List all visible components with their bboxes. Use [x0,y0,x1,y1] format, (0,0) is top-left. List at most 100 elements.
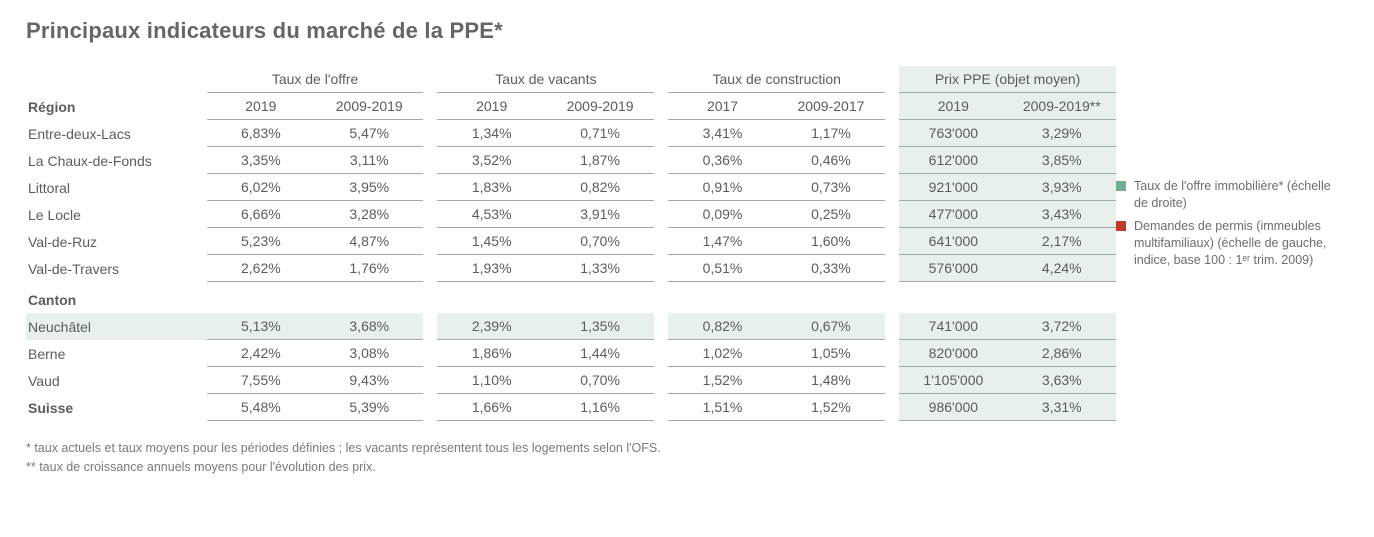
cell-value: 1'105'000 [899,367,1007,394]
header-sub-row: Région 2019 2009-2019 2019 2009-2019 201… [26,93,1116,120]
cell-value: 3,63% [1008,367,1116,394]
cell-value: 7,55% [207,367,315,394]
subhead: 2017 [668,93,776,120]
cell-value: 1,66% [437,394,545,421]
page-root: Principaux indicateurs du marché de la P… [0,0,1374,487]
cell-value: 5,48% [207,394,315,421]
subhead: 2009-2019 [315,93,423,120]
cell-value: 0,25% [777,201,885,228]
cell-value: 1,17% [777,120,885,147]
footnotes: * taux actuels et taux moyens pour les p… [26,439,1116,477]
group-header-construction: Taux de construction [668,66,885,93]
cell-value: 0,70% [546,367,654,394]
group-header-vacants: Taux de vacants [437,66,654,93]
header-group-row: Taux de l'offre Taux de vacants Taux de … [26,66,1116,93]
cell-value: 4,53% [437,201,545,228]
cell-value: 3,31% [1008,394,1116,421]
cell-value: 1,47% [668,228,776,255]
subhead: 2009-2019 [546,93,654,120]
cell-value: 0,70% [546,228,654,255]
cell-value: 1,60% [777,228,885,255]
cell-value: 641'000 [899,228,1007,255]
cell-value: 612'000 [899,147,1007,174]
cell-value: 4,24% [1008,255,1116,282]
legend-swatch-green [1116,181,1126,191]
subhead: 2019 [207,93,315,120]
legend-item: Taux de l'offre immobilière* (échelle de… [1116,178,1348,212]
cell-value: 0,82% [546,174,654,201]
cell-value: 3,91% [546,201,654,228]
cell-value: 1,35% [546,313,654,340]
cell-value: 9,43% [315,367,423,394]
cell-value: 1,87% [546,147,654,174]
table-row: Berne2,42%3,08%1,86%1,44%1,02%1,05%820'0… [26,340,1116,367]
cell-value: 1,33% [546,255,654,282]
cell-value: 3,43% [1008,201,1116,228]
page-title: Principaux indicateurs du marché de la P… [26,18,1116,44]
cell-value: 1,10% [437,367,545,394]
table-row: Suisse5,48%5,39%1,66%1,16%1,51%1,52%986'… [26,394,1116,421]
cell-value: 3,11% [315,147,423,174]
cell-value: 5,39% [315,394,423,421]
cell-value: 1,76% [315,255,423,282]
main-column: Principaux indicateurs du marché de la P… [26,18,1116,477]
footnote-line: * taux actuels et taux moyens pour les p… [26,439,1116,458]
table-row: La Chaux-de-Fonds3,35%3,11% 3,52%1,87% 0,3… [26,147,1116,174]
cell-value: 2,17% [1008,228,1116,255]
indicators-table: Taux de l'offre Taux de vacants Taux de … [26,66,1116,421]
section-label-canton-row: Canton [26,282,1116,313]
cell-value: 1,34% [437,120,545,147]
side-legend: Taux de l'offre immobilière* (échelle de… [1116,18,1348,274]
table-head: Taux de l'offre Taux de vacants Taux de … [26,66,1116,120]
cell-value: 3,52% [437,147,545,174]
row-label: Suisse [26,394,207,421]
row-label: Berne [26,340,207,367]
cell-value: 2,39% [437,313,545,340]
legend-item: Demandes de permis (immeubles multifamil… [1116,218,1348,269]
cell-value: 1,93% [437,255,545,282]
cell-value: 6,66% [207,201,315,228]
cell-value: 0,09% [668,201,776,228]
cell-value: 3,93% [1008,174,1116,201]
cell-value: 1,51% [668,394,776,421]
row-label: Val-de-Travers [26,255,207,282]
cell-value: 0,33% [777,255,885,282]
table-row: Val-de-Travers2,62%1,76%1,93%1,33%0,51%0… [26,255,1116,282]
cell-value: 1,16% [546,394,654,421]
cell-value: 1,05% [777,340,885,367]
group-header-prix: Prix PPE (objet moyen) [899,66,1116,93]
cell-value: 5,13% [207,313,315,340]
group-header-offre: Taux de l'offre [207,66,424,93]
cell-value: 3,29% [1008,120,1116,147]
cell-value: 1,45% [437,228,545,255]
cell-value: 0,51% [668,255,776,282]
cell-value: 3,68% [315,313,423,340]
section-label-region: Région [26,93,207,120]
cell-value: 2,86% [1008,340,1116,367]
cell-value: 741'000 [899,313,1007,340]
cell-value: 1,83% [437,174,545,201]
table-row: Neuchâtel5,13%3,68%2,39%1,35%0,82%0,67%7… [26,313,1116,340]
cell-value: 0,67% [777,313,885,340]
cell-value: 0,73% [777,174,885,201]
cell-value: 1,44% [546,340,654,367]
cell-value: 3,95% [315,174,423,201]
cell-value: 1,52% [668,367,776,394]
row-label: Le Locle [26,201,207,228]
cell-value: 3,85% [1008,147,1116,174]
row-label: Neuchâtel [26,313,207,340]
row-label: La Chaux-de-Fonds [26,147,207,174]
cell-value: 1,86% [437,340,545,367]
cell-value: 5,47% [315,120,423,147]
row-label: Val-de-Ruz [26,228,207,255]
cell-value: 0,36% [668,147,776,174]
cell-value: 3,28% [315,201,423,228]
cell-value: 763'000 [899,120,1007,147]
table-row: Le Locle6,66%3,28%4,53%3,91%0,09%0,25%47… [26,201,1116,228]
legend-text: Taux de l'offre immobilière* (échelle de… [1134,178,1348,212]
subhead: 2009-2019** [1008,93,1116,120]
cell-value: 3,35% [207,147,315,174]
cell-value: 5,23% [207,228,315,255]
header-empty [26,66,207,93]
table-row: Val-de-Ruz5,23%4,87%1,45%0,70%1,47%1,60%… [26,228,1116,255]
